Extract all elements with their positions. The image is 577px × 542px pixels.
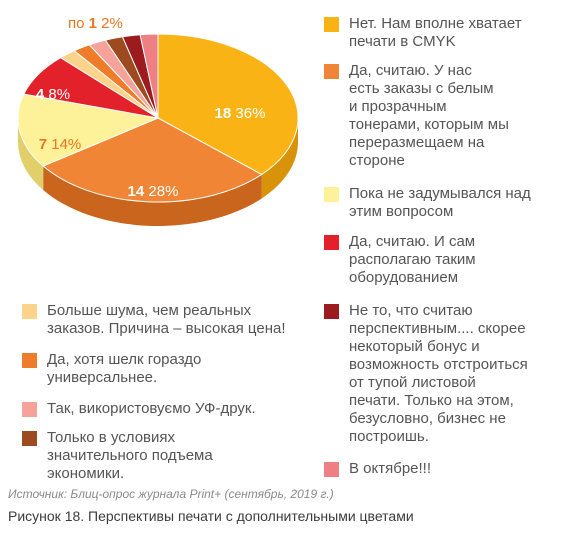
legend-label: Больше шума, чем реальных заказов. Причи… xyxy=(47,302,286,337)
legend-label: Так, використовуємо УФ-друк. xyxy=(47,400,256,417)
small-slices-label: по 1 2% xyxy=(68,15,123,32)
legend-item: Только в условиях значительного подъема … xyxy=(22,429,213,483)
pie-top xyxy=(17,33,299,203)
legend-swatch xyxy=(22,304,37,319)
legend-label: Да, считаю. И сам располагаю таким обору… xyxy=(349,233,476,286)
legend-swatch xyxy=(324,17,339,32)
legend-item: Не то, что считаю перспективным.... скор… xyxy=(324,302,528,446)
legend-label: Не то, что считаю перспективным.... скор… xyxy=(349,302,528,445)
legend-swatch xyxy=(324,64,339,79)
legend-label: В октябре!!! xyxy=(349,460,432,477)
legend-swatch xyxy=(324,304,339,319)
legend-swatch xyxy=(22,431,37,446)
pie-side-segment xyxy=(261,118,298,199)
legend-swatch xyxy=(22,402,37,417)
legend-item: Да, считаю. У нас есть заказы с белым и … xyxy=(324,62,509,170)
legend-item: Да, хотя шелк гораздо универсальнее. xyxy=(22,351,201,387)
legend-label: Пока не задумывался над этим вопросом xyxy=(349,185,531,220)
source-note: Источник: Блиц-опрос журнала Print+ (сен… xyxy=(8,487,334,501)
pie-slice xyxy=(157,33,299,176)
slice-data-label: 14 28% xyxy=(128,183,179,200)
legend-swatch xyxy=(324,187,339,202)
legend-swatch xyxy=(22,353,37,368)
pie-slice xyxy=(139,33,159,119)
slice-data-label: 7 14% xyxy=(39,136,82,153)
legend-item: В октябре!!! xyxy=(324,460,431,478)
slice-data-label: 18 36% xyxy=(215,105,266,122)
legend-item: Да, считаю. И сам располагаю таким обору… xyxy=(324,233,476,287)
slice-data-label: 4 8% xyxy=(36,86,70,103)
legend-label: Да, хотя шелк гораздо универсальнее. xyxy=(47,351,202,386)
legend-swatch xyxy=(324,235,339,250)
pie-slice xyxy=(42,117,263,203)
legend-item: Пока не задумывался над этим вопросом xyxy=(324,185,531,221)
legend-label: Только в условиях значительного подъема … xyxy=(47,429,213,482)
figure-caption: Рисунок 18. Перспективы печати с дополни… xyxy=(8,508,414,524)
legend-item: Так, використовуємо УФ-друк. xyxy=(22,400,256,418)
legend-label: Нет. Нам вполне хватает печати в CMYK xyxy=(349,15,522,50)
legend-swatch xyxy=(324,462,339,477)
pie-side xyxy=(18,118,298,226)
pie-labels: 18 36% 14 28% 7 14% 4 8% xyxy=(36,86,266,200)
legend-item: Нет. Нам вполне хватает печати в CMYK xyxy=(324,15,522,51)
pie-side-segment xyxy=(18,118,44,191)
pie-side-segment xyxy=(43,166,262,226)
legend-item: Больше шума, чем реальных заказов. Причи… xyxy=(22,302,285,338)
legend-label: Да, считаю. У нас есть заказы с белым и … xyxy=(349,62,509,169)
